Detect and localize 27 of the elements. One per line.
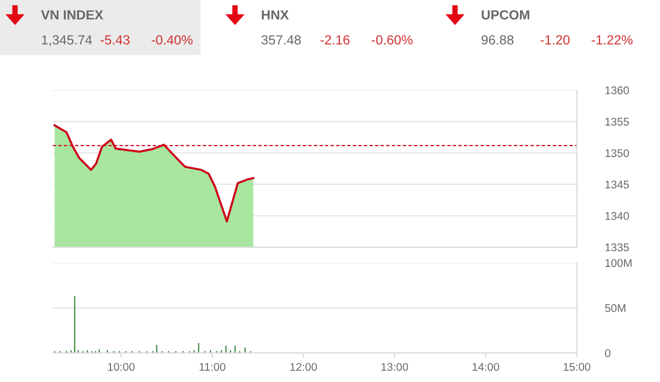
y-tick-label: 100M — [605, 259, 632, 267]
y-tick-label: 0 — [605, 349, 610, 358]
y-tick-label: 1340 — [605, 212, 629, 220]
x-tick-label: 15:00 — [564, 362, 590, 371]
x-tick-label: 11:00 — [200, 362, 226, 371]
x-tick-label: 13:00 — [382, 362, 408, 371]
text: 1,345.74 — [42, 35, 92, 46]
text: HNX — [262, 10, 289, 20]
y-tick-label: 1335 — [605, 243, 629, 252]
text: UPCOM — [482, 10, 530, 20]
text: -0.40% — [152, 35, 193, 45]
text: 96.88 — [482, 35, 514, 45]
x-tick-label: 14:00 — [472, 362, 500, 371]
text: VN INDEX — [41, 10, 104, 20]
x-tick-label: 10:00 — [108, 362, 135, 371]
y-tick-label: 1360 — [605, 86, 629, 94]
text: -2.16 — [320, 35, 350, 45]
y-tick-label: 1355 — [605, 118, 629, 126]
y-tick-label: 50M — [605, 304, 626, 312]
y-tick-label: 1345 — [605, 180, 629, 188]
text: -1.20 — [540, 35, 570, 45]
text: -0.60% — [372, 35, 413, 45]
text: -5.43 — [100, 35, 130, 45]
y-tick-label: 1350 — [605, 149, 629, 158]
text: 357.48 — [262, 35, 301, 45]
x-tick-label: 12:00 — [290, 362, 317, 371]
text: -1.22% — [592, 35, 633, 44]
